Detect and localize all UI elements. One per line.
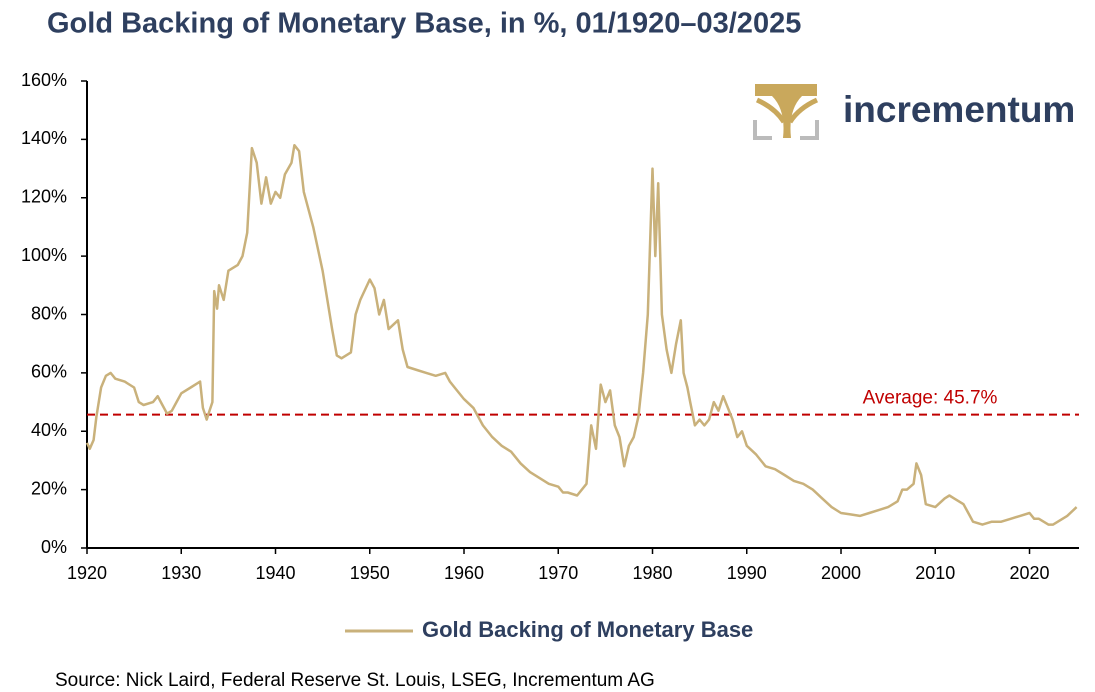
x-tick-label: 1970	[538, 563, 578, 583]
brand: incrementum	[843, 89, 1075, 130]
logo: incrementum	[753, 84, 1075, 140]
y-tick-label: 40%	[31, 420, 67, 440]
source: Source: Nick Laird, Federal Reserve St. …	[55, 670, 655, 691]
x-tick-label: 1950	[350, 563, 390, 583]
y-tick-label: 20%	[31, 478, 67, 498]
x-tick-label: 2010	[915, 563, 955, 583]
y-tick-label: 80%	[31, 303, 67, 323]
y-tick-label: 140%	[21, 128, 67, 148]
chart-title: Gold Backing of Monetary Base, in %, 01/…	[47, 8, 801, 40]
x-tick-label: 2000	[821, 563, 861, 583]
y-tick-label: 0%	[41, 537, 67, 557]
y-tick-label: 160%	[21, 70, 67, 90]
average-label: Average: 45.7%	[863, 388, 998, 409]
y-tick-label: 120%	[21, 187, 67, 207]
x-tick-label: 1930	[161, 563, 201, 583]
data-line	[85, 143, 1078, 526]
y-tick-label: 100%	[21, 245, 67, 265]
x-tick-label: 1920	[67, 563, 107, 583]
x-tick-label: 1940	[255, 563, 295, 583]
x-tick-label: 1960	[444, 563, 484, 583]
y-tick-label: 60%	[31, 362, 67, 382]
x-tick-label: 1980	[632, 563, 672, 583]
legend-label: Gold Backing of Monetary Base	[422, 617, 753, 642]
x-tick-label: 1990	[727, 563, 767, 583]
x-tick-label: 2020	[1009, 563, 1049, 583]
